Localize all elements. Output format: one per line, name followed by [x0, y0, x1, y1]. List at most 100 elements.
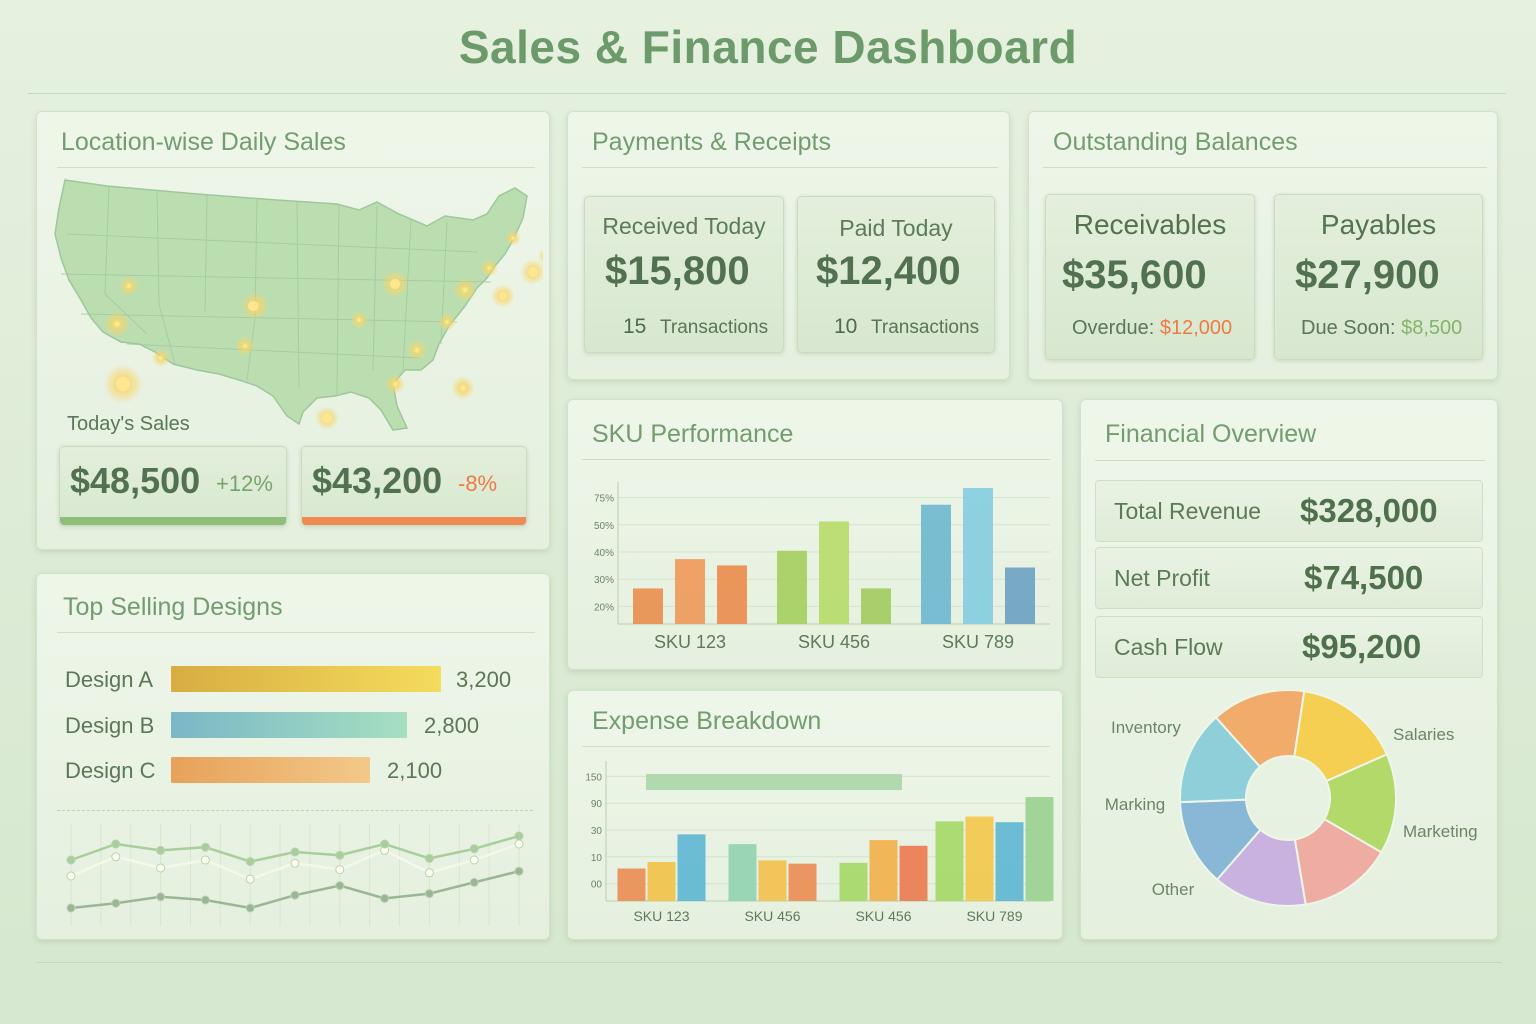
trend-point-2-3 — [156, 845, 166, 855]
design-a-label: Design A — [65, 667, 154, 692]
received-today-tile[interactable]: Received Today $15,800 15 Transactions — [584, 196, 784, 353]
receivables-overdue: Overdue: $12,000 — [1072, 317, 1232, 340]
sales-down-indicator — [302, 517, 526, 525]
paid-today-value: $12,400 — [816, 249, 961, 293]
cash-flow-value: $95,200 — [1302, 628, 1422, 665]
received-today-label: Received Today — [602, 213, 766, 239]
trend-point-2-10 — [469, 844, 479, 854]
payables-due-soon: Due Soon: $8,500 — [1301, 317, 1462, 340]
bar-1-1 — [633, 588, 663, 624]
design-a-bar[interactable] — [171, 666, 441, 692]
trend-line-3 — [70, 869, 520, 910]
sales-down-tile[interactable]: $43,200 -8% — [301, 446, 527, 526]
financial-overview-title: Financial Overview — [1105, 420, 1317, 448]
bar-3-3 — [1005, 567, 1035, 624]
total-revenue-row[interactable]: Total Revenue $328,000 — [1095, 480, 1483, 542]
donut-label-salaries: Salaries — [1393, 725, 1454, 744]
trend-point-3-11 — [514, 866, 524, 876]
sales-up-value: $48,500 — [70, 460, 201, 501]
card-title-divider — [582, 746, 1050, 747]
expense-breakdown-chart[interactable]: 00 10 30 90 150 SKU 123 SKU 456 SKU 456 SKU 789 — [568, 753, 1064, 939]
trend-point-3-9 — [424, 889, 434, 899]
net-profit-label: Net Profit — [1114, 565, 1210, 591]
receivables-label: Receivables — [1073, 209, 1227, 240]
title-divider — [28, 93, 1506, 94]
trend-point-3-7 — [335, 881, 345, 891]
card-title-divider — [57, 632, 535, 633]
paid-count: 10 — [834, 315, 858, 338]
trend-point-3-4 — [200, 895, 210, 905]
trend-point-3-10 — [469, 877, 479, 887]
donut-label-other: Other — [1152, 880, 1195, 899]
us-map-outline — [54, 179, 528, 431]
due-soon-value: $8,500 — [1401, 317, 1463, 339]
bar-2-3 — [861, 588, 891, 624]
y-tick-label: 150 — [585, 772, 602, 783]
trend-point-3-8 — [380, 893, 390, 903]
trend-point-3-6 — [290, 890, 300, 900]
card-title-divider — [1095, 460, 1485, 461]
sku-performance-title: SKU Performance — [592, 420, 794, 448]
design-c-value: 2,100 — [387, 758, 443, 783]
bar-4-2 — [965, 816, 994, 901]
net-profit-value: $74,500 — [1304, 559, 1424, 596]
receivables-tile[interactable]: Receivables $35,600 Overdue: $12,000 — [1045, 194, 1255, 360]
page-title: Sales & Finance Dashboard — [458, 21, 1078, 73]
bar-3-1 — [921, 504, 951, 624]
receivables-value: $35,600 — [1062, 253, 1207, 297]
designs-divider — [57, 810, 533, 811]
footer-divider — [36, 962, 1502, 963]
trend-point-3-2 — [111, 898, 121, 908]
bar-4-1 — [935, 821, 964, 901]
sales-up-indicator — [60, 517, 286, 525]
x-tick-label: SKU 789 — [942, 632, 1014, 652]
overdue-label: Overdue: — [1072, 317, 1155, 339]
top-designs-title: Top Selling Designs — [63, 593, 283, 621]
x-tick-label: SKU 456 — [855, 908, 911, 924]
net-profit-row[interactable]: Net Profit $74,500 — [1095, 547, 1483, 609]
bar-2-1 — [728, 844, 757, 901]
bar-3-2 — [963, 488, 993, 624]
sku-performance-card: SKU Performance 20% 30% 40% 50% 75% SKU 123 SK… — [567, 399, 1063, 670]
received-count-label: Transactions — [660, 317, 769, 338]
sales-down-change: -8% — [458, 471, 498, 496]
cash-flow-row[interactable]: Cash Flow $95,200 — [1095, 616, 1483, 678]
y-tick-label: 40% — [594, 548, 614, 559]
payments-title: Payments & Receipts — [592, 128, 831, 156]
design-trend-chart[interactable] — [57, 818, 533, 930]
y-tick-label: 10 — [591, 853, 603, 864]
trend-point-1-9 — [424, 868, 434, 878]
bar-1-1 — [617, 868, 646, 901]
trend-point-3-3 — [156, 892, 166, 902]
trend-point-2-6 — [290, 847, 300, 857]
paid-today-label: Paid Today — [839, 215, 953, 241]
sku-performance-chart[interactable]: 20% 30% 40% 50% 75% SKU 123 SKU 456 SKU 789 — [568, 470, 1064, 670]
bar-3-1 — [839, 862, 868, 901]
paid-count-label: Transactions — [871, 317, 980, 338]
payables-label: Payables — [1320, 209, 1437, 240]
card-title-divider — [1043, 167, 1487, 168]
donut-slice-7 — [1214, 690, 1306, 769]
location-sales-title: Location-wise Daily Sales — [61, 128, 346, 156]
expense-breakdown-card: Expense Breakdown 00 10 30 90 150 SKU 123 SKU … — [567, 690, 1063, 940]
today-sales-label: Today's Sales — [67, 413, 190, 435]
sales-up-tile[interactable]: $48,500 +12% — [59, 446, 287, 526]
top-designs-card: Top Selling Designs Design A 3,200 Desig… — [36, 573, 550, 940]
bar-3-3 — [899, 845, 928, 901]
us-sales-map[interactable] — [47, 174, 543, 436]
donut-label-marking: Marking — [1105, 795, 1165, 814]
paid-today-tile[interactable]: Paid Today $12,400 10 Transactions — [797, 196, 995, 353]
design-b-bar[interactable] — [171, 712, 407, 738]
trend-point-3-1 — [66, 903, 76, 913]
card-title-divider — [57, 167, 535, 168]
donut-slice-1 — [1293, 690, 1389, 783]
y-tick-label: 90 — [591, 799, 603, 810]
payables-value: $27,900 — [1295, 253, 1440, 297]
payables-tile[interactable]: Payables $27,900 Due Soon: $8,500 — [1274, 194, 1483, 360]
expense-donut-chart[interactable]: Salaries Marketing Other Marking Inventory — [1081, 690, 1499, 930]
x-tick-label: SKU 123 — [633, 908, 689, 924]
design-c-bar[interactable] — [171, 757, 370, 783]
trend-point-2-7 — [335, 850, 345, 860]
design-b-label: Design B — [65, 713, 155, 738]
design-c-label: Design C — [65, 758, 156, 783]
